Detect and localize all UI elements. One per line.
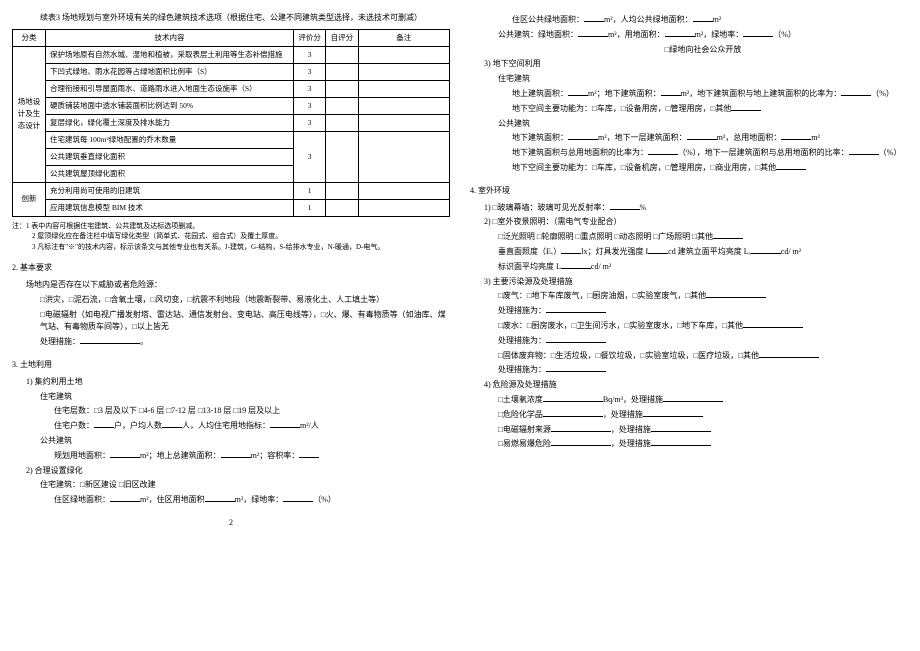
od-2l2: 垂直面照度（Eᵥ）lx；灯具发光强度 Icd 建筑立面平均亮度 Lₐcd/ m²	[470, 246, 908, 259]
od-3p3: 处理措施为：	[470, 364, 908, 377]
row6: 公共建筑垂直绿化面积	[46, 148, 294, 165]
house-line: 住宅户数：户，户均人数人，人均住宅用地指标：m²/人	[12, 420, 450, 433]
land-s1: 1) 集约利用土地	[12, 376, 450, 389]
note3: 3 凡标注有"※"的技术内容，标示该条文与其他专业也有关系。J-建筑，G-结构，…	[12, 242, 450, 253]
res2-line: 住宅建筑：□新区建设 □旧区改建	[12, 479, 450, 492]
ug-res-h: 住宅建筑	[470, 73, 908, 86]
od-4l4: □易燃易爆危险，处理措施	[470, 438, 908, 451]
cat1: 场地设计及生态设计	[13, 46, 46, 182]
od-2l1: □泛光照明 □轮廓照明 □重点照明 □动态照明 □广场照明 □其他	[470, 231, 908, 244]
note2: 2 屋顶绿化应在备注栏中填写绿化类型（简单式、花园式、组合式）及覆土厚度。	[12, 231, 450, 242]
row1s: 3	[293, 63, 325, 80]
row9s: 1	[293, 199, 325, 216]
storey: 住宅层数：□3 层及以下 □4-6 层 □7-12 层 □13-18 层 □19…	[12, 405, 450, 418]
th-cat: 分类	[13, 29, 46, 46]
row4: 复层绿化，绿化覆土深度及排水能力	[46, 114, 294, 131]
rt-l3: □绿地向社会公众开放	[470, 44, 908, 57]
ug-p3: 地下空间主要功能为：□车库，□设备机房，□管理用房，□商业用房，□其他	[470, 162, 908, 175]
ug-r2: 地下空间主要功能为：□车库，□设备用房，□管理用房，□其他	[470, 103, 908, 116]
od-4l2: □危险化学品，处理措施	[470, 409, 908, 422]
row0s: 3	[293, 46, 325, 63]
od-2: 2) □室外夜景照明：（需电气专业配合）	[470, 216, 908, 229]
th-tech: 技术内容	[46, 29, 294, 46]
od-4l1: □土壤氡浓度Bq/m³，处理措施	[470, 394, 908, 407]
row2s: 3	[293, 80, 325, 97]
plan-line: 规划用地面积：m²；地上总建筑面积：m²；容积率：	[12, 450, 450, 463]
od-3l3: □固体废弃物：□生活垃圾，□餐饮垃圾，□实验室垃圾，□医疗垃圾，□其他	[470, 350, 908, 363]
od-3p1: 处理措施为：	[470, 305, 908, 318]
table-title: 续表3 场地规划与室外环境有关的绿色建筑技术选项（根据住宅、公建不同建筑类型选择…	[12, 12, 450, 25]
od-3: 3) 主要污染源及处理措施	[470, 276, 908, 289]
pub-h: 公共建筑	[12, 435, 450, 448]
rt-l1: 住区公共绿地面积：m²，人均公共绿地面积：m²	[470, 14, 908, 27]
row4s: 3	[293, 114, 325, 131]
ug-p2: 地下建筑面积与总用地面积的比率为：（%），地下一层建筑面积与总用地面积的比率：（…	[470, 147, 908, 160]
row3s: 3	[293, 97, 325, 114]
th-note: 备注	[358, 29, 449, 46]
row5: 住宅建筑每 100m²绿地配置的乔木数量	[46, 131, 294, 148]
group-score: 3	[293, 131, 325, 182]
row1: 下凹式绿地、雨水花园等占绿地面积比例率（S）	[46, 63, 294, 80]
row9: 应用建筑信息模型 BIM 技术	[46, 199, 294, 216]
ug-p1: 地下建筑面积：m²，地下一层建筑面积：m²，总用地面积：m²	[470, 132, 908, 145]
land-s2: 2) 合理设置绿化	[12, 465, 450, 478]
cat2: 创新	[13, 182, 46, 216]
th-score: 评价分	[293, 29, 325, 46]
basic-opt2: □电磁辐射（如电视广播发射塔、雷达站、通信发射台、变电站、高压电线等），□火、爆…	[12, 309, 450, 335]
page-number: 2	[12, 517, 450, 530]
ug-h: 3) 地下空间利用	[470, 58, 908, 71]
row8: 充分利用尚可使用的旧建筑	[46, 182, 294, 199]
basic-h: 2. 基本要求	[12, 262, 450, 275]
notes: 注：1 表中内容可根据住宅建筑、公共建筑及达标选项删减。 2 屋顶绿化应在备注栏…	[12, 221, 450, 253]
row2: 合理衔接和引导屋面雨水、道路雨水进入地面生态设施率（S）	[46, 80, 294, 97]
res-h: 住宅建筑	[12, 391, 450, 404]
basic-opt3: 处理措施：。	[12, 336, 450, 349]
row8s: 1	[293, 182, 325, 199]
od-4l3: □电磁辐射来源，处理措施	[470, 424, 908, 437]
od-3l1: □废气：□地下车库废气，□厨房油烟，□实验室废气，□其他	[470, 290, 908, 303]
basic-l1: 场地内是否存在以下威胁或者危险源：	[12, 279, 450, 292]
rt-l2: 公共建筑：绿地面积：m²，用地面积：m²，绿地率：（%）	[470, 29, 908, 42]
row0: 保护场地原有自然水城、湿地和植被，采取表层土利用等生态补偿措施	[46, 46, 294, 63]
od-3p2: 处理措施为：	[470, 335, 908, 348]
green-line: 住区绿地面积：m²，住区用地面积m²，绿地率：（%）	[12, 494, 450, 507]
od-3l2: □废水：□厨房废水，□卫生间污水，□实验室废水，□地下车库，□其他	[470, 320, 908, 333]
row3: 硬质铺装地面中透水铺装面积比例达到 50%	[46, 97, 294, 114]
od-1: 1) □玻璃幕墙：玻璃可见光反射率：%	[470, 202, 908, 215]
od-4: 4) 危险源及处理措施	[470, 379, 908, 392]
od-2l3: 标识面平均亮度 Lcd/ m²	[470, 261, 908, 274]
note1: 注：1 表中内容可根据住宅建筑、公共建筑及达标选项删减。	[12, 221, 450, 232]
ug-pub-h: 公共建筑	[470, 118, 908, 131]
outdoor-h: 4. 室外环境	[470, 185, 908, 198]
ug-r1: 地上建筑面积：m²；地下建筑面积：m²，地下建筑面积与地上建筑面积的比率为：（%…	[470, 88, 908, 101]
basic-opt1: □洪灾，□泥石流，□含氧土壤，□风切变，□抗震不利地段（地震断裂带、易液化土、人…	[12, 294, 450, 307]
tech-table: 分类 技术内容 评价分 自评分 备注 场地设计及生态设计 保护场地原有自然水城、…	[12, 29, 450, 217]
th-self: 自评分	[326, 29, 358, 46]
row7: 公共建筑屋顶绿化面积	[46, 165, 294, 182]
land-h: 3. 土地利用	[12, 359, 450, 372]
